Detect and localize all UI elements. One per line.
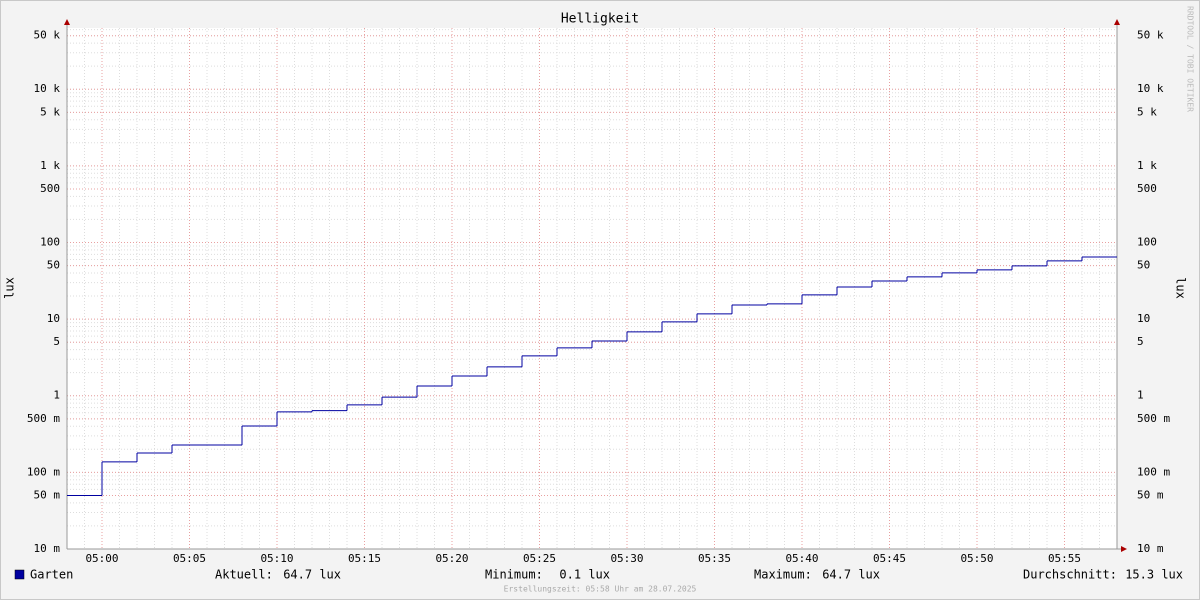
y-tick-label: 5 xyxy=(53,335,60,348)
axis-arrow xyxy=(64,19,70,25)
stat-label: Maximum: xyxy=(754,568,812,582)
legend-swatch xyxy=(14,569,25,580)
axis-arrow xyxy=(1114,19,1120,25)
y-tick-label: 10 k xyxy=(34,82,61,95)
y2-tick-label: 500 m xyxy=(1137,412,1170,425)
x-tick-label: 05:35 xyxy=(698,552,731,565)
stat-value: 64.7 lux xyxy=(822,568,880,582)
y-tick-label: 10 xyxy=(47,312,60,325)
stat-value: 64.7 lux xyxy=(283,568,341,582)
x-tick-label: 05:15 xyxy=(348,552,381,565)
y-tick-label: 1 xyxy=(53,389,60,402)
axis-arrow xyxy=(1121,546,1127,552)
stat-value: 15.3 lux xyxy=(1125,568,1183,582)
y-tick-label: 10 m xyxy=(34,542,61,555)
y-tick-label: 50 m xyxy=(34,488,61,501)
y2-tick-label: 5 k xyxy=(1137,105,1157,118)
x-tick-label: 05:55 xyxy=(1048,552,1081,565)
y2-tick-label: 1 xyxy=(1137,389,1144,402)
y2-tick-label: 100 m xyxy=(1137,465,1170,478)
x-tick-label: 05:45 xyxy=(873,552,906,565)
y-tick-label: 50 k xyxy=(34,29,61,42)
y2-tick-label: 50 k xyxy=(1137,29,1164,42)
y2-tick-label: 1 k xyxy=(1137,159,1157,172)
y2-tick-label: 50 xyxy=(1137,259,1150,272)
y2-tick-label: 10 m xyxy=(1137,542,1164,555)
y-tick-label: 100 m xyxy=(27,465,60,478)
y-axis-label: lux xyxy=(3,277,17,299)
x-tick-label: 05:20 xyxy=(435,552,468,565)
x-tick-label: 05:40 xyxy=(785,552,818,565)
y2-tick-label: 5 xyxy=(1137,335,1144,348)
x-tick-label: 05:25 xyxy=(523,552,556,565)
stat-label: Minimum: xyxy=(485,568,543,582)
y-tick-label: 500 xyxy=(40,182,60,195)
y-tick-label: 5 k xyxy=(40,105,60,118)
y2-tick-label: 10 xyxy=(1137,312,1150,325)
x-tick-label: 05:10 xyxy=(260,552,293,565)
y2-tick-label: 100 xyxy=(1137,235,1157,248)
watermark: RRDTOOL / TOBI OETIKER xyxy=(1186,6,1195,112)
y-tick-label: 50 xyxy=(47,259,60,272)
y-tick-label: 500 m xyxy=(27,412,60,425)
x-tick-label: 05:05 xyxy=(173,552,206,565)
stat-value: 0.1 lux xyxy=(559,568,610,582)
footer: Erstellungszeit: 05:58 Uhr am 28.07.2025 xyxy=(504,585,697,594)
x-tick-label: 05:00 xyxy=(85,552,118,565)
y-tick-label: 1 k xyxy=(40,159,60,172)
x-tick-label: 05:30 xyxy=(610,552,643,565)
y2-axis-label: lux xyxy=(1174,277,1188,299)
legend-label: Garten xyxy=(30,568,73,582)
chart-title: Helligkeit xyxy=(561,12,639,27)
x-tick-label: 05:50 xyxy=(960,552,993,565)
stat-label: Durchschnitt: xyxy=(1023,568,1117,582)
y-tick-label: 100 xyxy=(40,235,60,248)
plot-area xyxy=(67,28,1117,549)
y2-tick-label: 10 k xyxy=(1137,82,1164,95)
stat-label: Aktuell: xyxy=(215,568,273,582)
y2-tick-label: 50 m xyxy=(1137,488,1164,501)
y2-tick-label: 500 xyxy=(1137,182,1157,195)
